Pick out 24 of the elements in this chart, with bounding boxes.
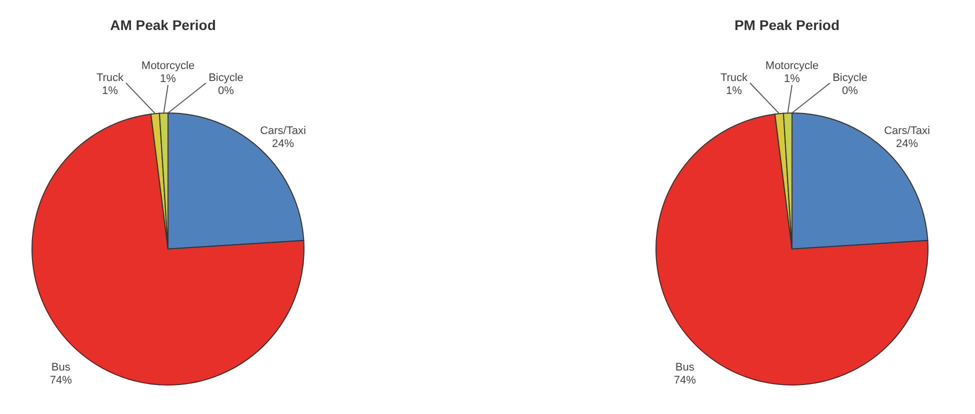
slice-label: Motorcycle <box>765 60 819 72</box>
pie-slice <box>32 114 304 386</box>
text: 0% <box>842 85 858 97</box>
category-label: Bicycle <box>208 72 244 84</box>
chart-title: AM Peak Period <box>110 17 216 33</box>
data-label: 74% <box>50 374 72 387</box>
data-label: 1% <box>726 85 742 97</box>
category-label: Bicycle <box>832 72 868 84</box>
data-label: 24% <box>896 138 918 150</box>
slice-label: Cars/Taxi <box>260 124 306 137</box>
data-label: 24% <box>272 138 294 150</box>
slice-label: Cars/Taxi <box>884 124 930 137</box>
slice-label: Bus <box>51 362 71 374</box>
pie-slice <box>656 114 928 386</box>
slice-label: Truck <box>720 72 748 84</box>
chart-title: PM Peak Period <box>734 17 840 33</box>
data-label: 1% <box>160 73 176 85</box>
slice-label: Truck <box>96 72 124 84</box>
text: 0% <box>218 85 234 97</box>
slice-label: Bus <box>675 362 695 374</box>
data-label: 1% <box>102 85 118 97</box>
data-label: 1% <box>784 73 800 85</box>
slice-label: Motorcycle <box>141 60 195 72</box>
data-label: 74% <box>674 374 696 387</box>
